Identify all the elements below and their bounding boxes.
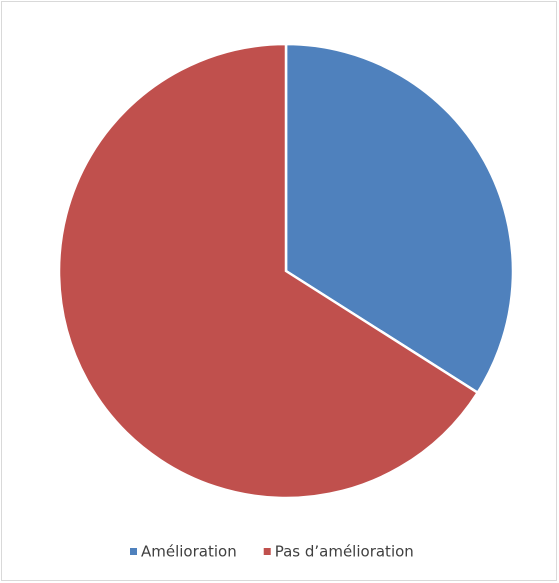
legend-label: Amélioration bbox=[141, 543, 237, 561]
pie-slice bbox=[57, 42, 480, 500]
pie-slice bbox=[284, 42, 515, 395]
legend-swatch bbox=[263, 548, 271, 555]
legend-swatch bbox=[130, 548, 137, 555]
legend-label: Pas d’amélioration bbox=[275, 543, 414, 561]
